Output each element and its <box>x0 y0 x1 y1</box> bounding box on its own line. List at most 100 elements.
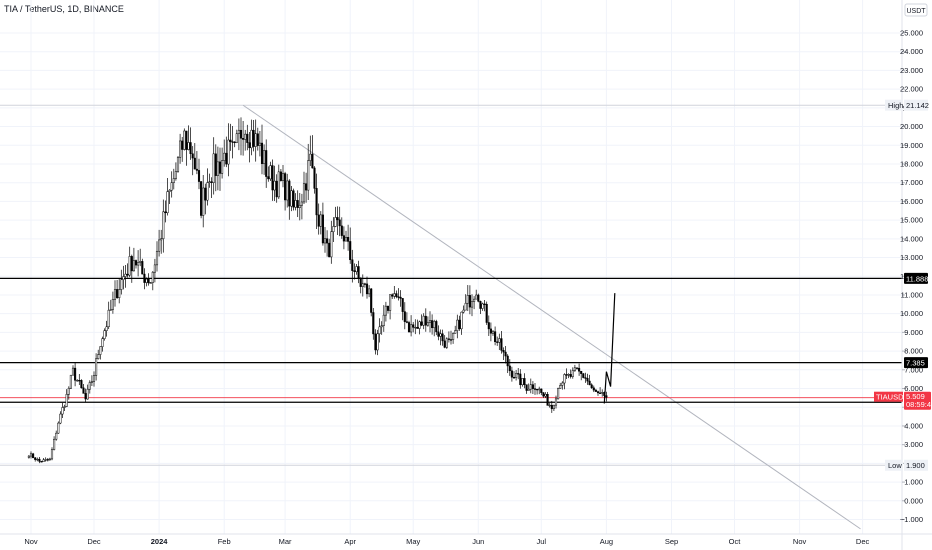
candle-body <box>533 388 537 390</box>
candle-body <box>544 394 547 397</box>
x-tick-label: Jun <box>472 537 484 546</box>
candle-body <box>242 137 245 140</box>
candle-body <box>48 458 51 461</box>
candle-body <box>500 338 503 351</box>
y-tick-label: 9.000 <box>904 328 923 337</box>
candle-body <box>382 314 385 326</box>
candle-body <box>166 191 169 214</box>
candle-body <box>221 160 224 174</box>
candle-body <box>433 321 436 329</box>
candle-body <box>563 374 566 384</box>
candle-body <box>200 181 203 216</box>
candle-body <box>155 250 159 266</box>
candle-body <box>475 294 478 300</box>
y-tick: 13.000 <box>900 253 923 262</box>
x-tick: Mar <box>279 537 292 546</box>
candle-body <box>517 373 520 375</box>
y-tick-label: 22.000 <box>900 85 923 94</box>
candle-body <box>239 129 243 139</box>
candle-body <box>273 180 276 191</box>
y-tick: 10.000 <box>900 309 923 318</box>
candle-body <box>153 264 156 273</box>
y-tick-label: 7.000 <box>904 365 923 374</box>
x-tick-label: Nov <box>793 537 807 546</box>
x-tick: Nov <box>793 537 807 546</box>
candle-body <box>86 388 89 400</box>
candle-body <box>53 438 56 450</box>
candle-body <box>195 168 198 171</box>
candle-body <box>357 266 360 279</box>
candle-body <box>439 333 442 337</box>
candle-body <box>174 171 177 179</box>
candle-body <box>416 326 419 329</box>
candle-body <box>546 394 549 406</box>
candle-body <box>323 238 327 244</box>
y-tick: 7.000 <box>902 365 923 374</box>
candle-body <box>334 217 337 227</box>
candle-body <box>300 201 303 206</box>
candle-body <box>441 333 444 342</box>
candle-body <box>599 392 602 394</box>
current-price-bg <box>904 391 931 410</box>
candle-body <box>197 170 201 182</box>
y-tick: 15.000 <box>900 216 923 225</box>
y-tick: −1.000 <box>900 515 923 524</box>
candle-body <box>393 293 396 297</box>
x-tick: Oct <box>729 537 742 546</box>
candle-body <box>46 459 49 461</box>
high-value-bg <box>904 99 928 111</box>
candle-body <box>265 150 268 177</box>
candle-body <box>65 394 68 407</box>
candle-body <box>281 173 285 181</box>
candle-body <box>128 256 131 276</box>
candle-body <box>284 173 287 201</box>
candle-body <box>191 153 194 159</box>
trendline[interactable] <box>242 104 861 530</box>
candle-body <box>536 388 539 391</box>
y-tick: 20.000 <box>900 122 923 131</box>
candle-body <box>84 393 87 400</box>
candle-body <box>452 333 455 340</box>
candle-body <box>95 358 98 376</box>
candle-body <box>395 293 398 297</box>
candle-body <box>59 413 62 424</box>
candle-body <box>78 380 81 382</box>
candle-body <box>355 266 358 272</box>
candle-body <box>269 165 272 180</box>
candle-body <box>496 341 499 343</box>
candle-body <box>319 214 322 227</box>
candle-body <box>296 200 299 208</box>
candle-body <box>61 407 64 415</box>
candle-body <box>252 129 255 147</box>
candle-body <box>447 338 450 340</box>
y-tick-label: 17.000 <box>900 178 923 187</box>
candle-body <box>176 157 180 172</box>
candle-body <box>596 391 600 394</box>
countdown: 08:59:49 <box>906 400 932 409</box>
candle-body <box>397 296 400 298</box>
candle-body <box>437 331 440 337</box>
candle-body <box>69 374 72 389</box>
projection-path[interactable] <box>603 293 616 404</box>
candle-body <box>258 142 261 146</box>
candle-body <box>389 294 392 311</box>
candle-body <box>183 130 186 150</box>
candle-body <box>193 157 196 170</box>
current-price-value: 5.509 <box>906 392 925 401</box>
y-tick-label: 13.000 <box>900 253 923 262</box>
candle-body <box>403 311 406 322</box>
candle-body <box>305 183 308 191</box>
time-axis[interactable]: Nov Dec 2024 Feb Mar Apr May Jun Jul Aug Sep Oct Nov… <box>24 537 869 546</box>
candle-body <box>550 404 553 410</box>
high-label: High <box>888 101 903 110</box>
candle-body <box>559 385 562 389</box>
candle-body <box>90 381 93 383</box>
currency-label-box[interactable]: USDT <box>904 3 928 17</box>
x-tick: Dec <box>856 537 870 546</box>
x-tick-label: Apr <box>344 537 356 546</box>
y-tick-label: 16.000 <box>900 197 923 206</box>
y-tick-label: 4.000 <box>904 421 923 430</box>
candle-body <box>332 226 335 232</box>
candle-body <box>170 182 173 191</box>
